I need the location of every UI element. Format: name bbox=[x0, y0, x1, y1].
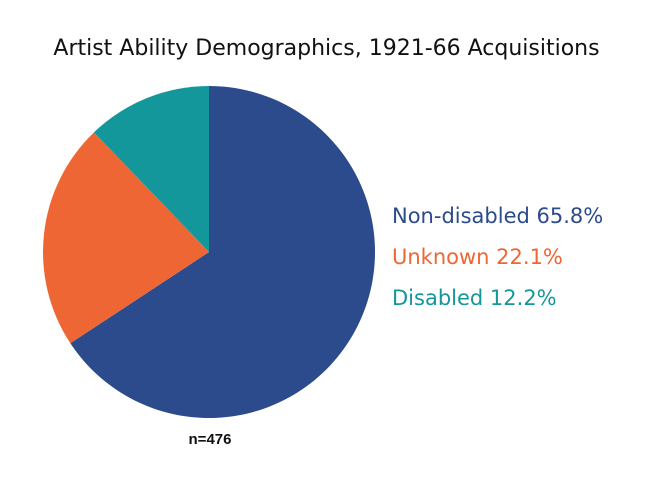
legend-item-unknown: Unknown 22.1% bbox=[392, 237, 603, 278]
legend-item-disabled: Disabled 12.2% bbox=[392, 278, 603, 319]
legend: Non-disabled 65.8% Unknown 22.1% Disable… bbox=[392, 196, 603, 319]
legend-label: Unknown bbox=[392, 245, 490, 269]
sample-size-label: n=476 bbox=[188, 431, 232, 448]
legend-percent: 22.1% bbox=[496, 245, 563, 269]
pie-slice-disabled bbox=[93, 86, 209, 252]
legend-label: Disabled bbox=[392, 286, 484, 310]
legend-item-non-disabled: Non-disabled 65.8% bbox=[392, 196, 603, 237]
pie-slice-unknown bbox=[43, 132, 210, 344]
pie-slice-non-disabled bbox=[70, 86, 376, 418]
legend-percent: 12.2% bbox=[489, 286, 557, 310]
chart-title: Artist Ability Demographics, 1921-66 Acq… bbox=[53, 36, 600, 61]
legend-label: Non-disabled bbox=[392, 204, 530, 228]
legend-percent: 65.8% bbox=[536, 204, 604, 228]
